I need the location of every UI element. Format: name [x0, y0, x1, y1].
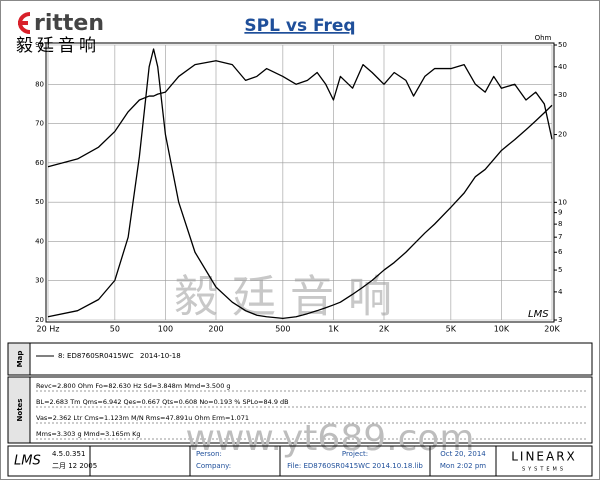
y-tick-label: 50: [35, 198, 44, 206]
footer-project: Project:: [342, 450, 368, 458]
footer-time: Mon 2:02 pm: [440, 462, 486, 470]
y2-tick-label: 50: [558, 41, 567, 49]
logo-mark: [18, 12, 31, 34]
y-tick-label: 20: [35, 316, 44, 324]
notes-lines: Revc=2.800 Ohm Fo=82.630 Hz Sd=3.848m Mm…: [36, 382, 588, 440]
y2-tick-label: 10: [558, 198, 567, 206]
notes-line: Revc=2.800 Ohm Fo=82.630 Hz Sd=3.848m Mm…: [36, 382, 231, 390]
y2-tick-label: 20: [558, 131, 567, 139]
legend-heading: Map: [16, 351, 24, 368]
footer-company: Company:: [196, 462, 231, 470]
legend-side: [7, 342, 31, 376]
logo-subtitle: 毅廷音响: [16, 36, 100, 56]
y-tick-label: 60: [35, 159, 44, 167]
y-tick-label: 40: [35, 237, 44, 245]
chart-title: SPL vs Freq: [244, 16, 355, 36]
footer-brand: LINEARX: [511, 450, 577, 464]
footer-brand-sub: SYSTEMS: [522, 467, 566, 473]
y2-tick-label: 3: [558, 316, 562, 324]
footer-build: 二月 12 2005: [52, 462, 97, 470]
x-tick-label: 20 Hz: [37, 325, 60, 334]
y-tick-label: 80: [35, 80, 44, 88]
notes-line: Mms=3.303 g Mmd=3.165m Kg: [36, 430, 141, 438]
series-line: [47, 48, 553, 320]
legend-label: 8: ED8760SR0415WC: [58, 352, 134, 360]
logo-text: ritten: [34, 11, 104, 36]
notes-heading: Notes: [16, 399, 24, 422]
chart-mark: LMS: [528, 309, 549, 320]
x-tick-label: 20K: [544, 325, 560, 334]
footer-version: 4.5.0.351: [52, 450, 85, 458]
y2-tick-label: 5: [558, 266, 562, 274]
watermark-url: www.yt689.com: [186, 418, 475, 459]
y2-tick-label: 8: [558, 220, 562, 228]
footer-date: Oct 20, 2014: [440, 450, 486, 458]
footer: [7, 445, 593, 477]
y2-tick-label: 9: [558, 209, 562, 217]
x-tick-label: 10K: [494, 325, 510, 334]
notes-line: Vas=2.362 Ltr Cms=1.123m M/N Rms=47.891u…: [36, 414, 249, 422]
footer-file: File: ED8760SR0415WC 2014.10.18.lib: [287, 462, 423, 470]
y2-tick-label: 40: [558, 63, 567, 71]
footer-logo: LMS: [14, 454, 41, 469]
y2-axis-label: Ohm: [535, 34, 552, 42]
x-tick-label: 50: [110, 325, 120, 334]
y-tick-label: 30: [35, 277, 44, 285]
x-tick-label: 5K: [446, 325, 457, 334]
y2-tick-label: 7: [558, 233, 562, 241]
notes-side: [7, 376, 31, 444]
y-tick-label: 90: [35, 41, 44, 49]
x-tick-label: 2K: [379, 325, 390, 334]
legend-date: 2014-10-18: [140, 352, 181, 360]
watermark-text: 毅廷音响: [174, 272, 406, 323]
y2-tick-label: 6: [558, 248, 563, 256]
y2-tick-label: 30: [558, 91, 567, 99]
plot: 20 Hz 50 100 200 500 1K 2K 5K 10K 20K 20 30 40 50 60 70…: [35, 41, 567, 334]
series-line: [47, 60, 553, 168]
plot-area: [45, 42, 555, 323]
x-tick-label: 500: [275, 325, 290, 334]
x-tick-label: 1K: [328, 325, 339, 334]
x-tick-label: 200: [208, 325, 223, 334]
x-tick-label: 100: [158, 325, 173, 334]
notes-line: BL=2.683 Tm Qms=6.942 Qes=0.667 Qts=0.60…: [36, 398, 289, 406]
y-tick-label: 70: [35, 120, 44, 128]
footer-person: Person:: [196, 450, 222, 458]
y2-tick-label: 4: [558, 288, 563, 296]
